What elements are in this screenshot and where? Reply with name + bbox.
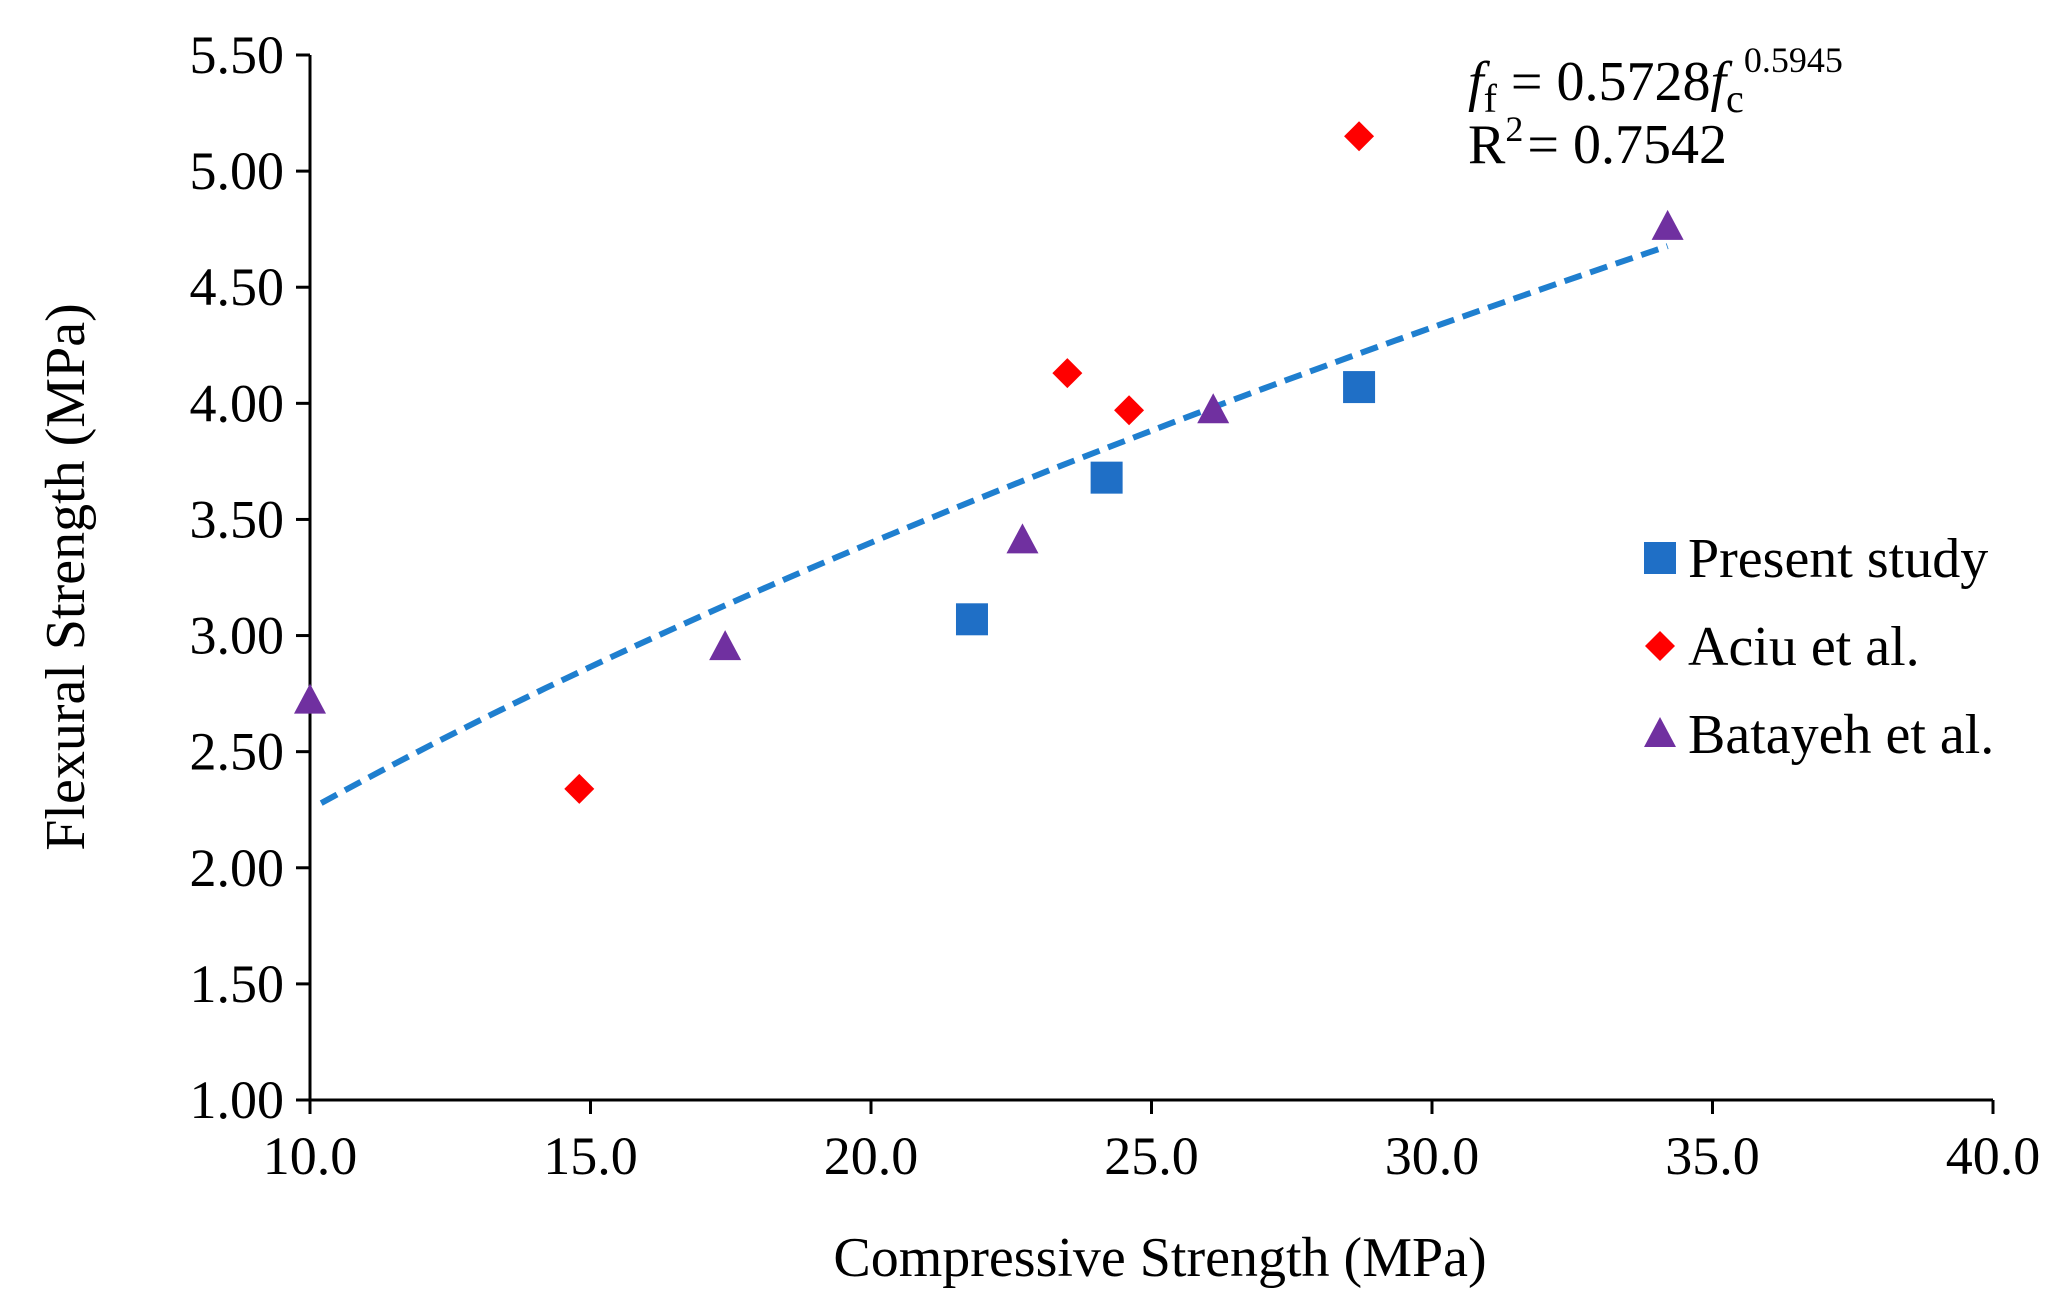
- x-axis-title: Compressive Strength (MPa): [833, 1227, 1486, 1289]
- batayeh-et-al-point: [709, 630, 742, 661]
- y-tick-label: 1.00: [190, 1070, 285, 1130]
- x-tick-label: 30.0: [1385, 1126, 1480, 1186]
- y-tick-label: 1.50: [190, 954, 285, 1014]
- data-points: [294, 121, 1684, 804]
- legend-triangle-icon: [1644, 717, 1676, 747]
- present-study-point: [1343, 371, 1376, 404]
- legend: Present study Aciu et al. Batayeh et al.: [1644, 528, 1994, 766]
- aciu-et-al-point: [1114, 395, 1145, 426]
- y-ticks: 1.00 1.50 2.00 2.50 3.00 3.50 4.00 4.50 5.00 5.50: [190, 25, 310, 1130]
- x-tick-label: 35.0: [1665, 1126, 1760, 1186]
- r-squared-symbol: R: [1468, 114, 1506, 176]
- equation-coefficient: = 0.5728: [1497, 51, 1711, 113]
- y-tick-label: 5.50: [190, 25, 285, 85]
- aciu-et-al-point: [1344, 121, 1375, 152]
- y-tick-label: 4.00: [190, 373, 285, 433]
- equation-rhs-subscript: c: [1726, 76, 1744, 121]
- y-tick-label: 3.50: [190, 489, 285, 549]
- x-tick-label: 25.0: [1104, 1126, 1199, 1186]
- x-tick-label: 40.0: [1946, 1126, 2041, 1186]
- batayeh-et-al-point: [1651, 209, 1684, 240]
- y-tick-label: 4.50: [190, 257, 285, 317]
- batayeh-et-al-point: [1197, 393, 1230, 424]
- x-tick-label: 15.0: [543, 1126, 638, 1186]
- legend-label-aciu-et-al: Aciu et al.: [1688, 616, 1920, 678]
- equation-line: ff = 0.5728fc0.5945: [1468, 40, 1843, 121]
- y-tick-label: 3.00: [190, 606, 285, 666]
- trendline-equation: ff = 0.5728fc0.5945 R2= 0.7542: [1468, 40, 1843, 176]
- x-ticks: 10.0 15.0 20.0 25.0 30.0 35.0 40.0: [263, 1100, 2041, 1186]
- batayeh-et-al-point: [294, 683, 326, 714]
- legend-square-icon: [1644, 542, 1676, 574]
- equation-exponent: 0.5945: [1744, 40, 1843, 80]
- aciu-et-al-point: [1052, 358, 1083, 389]
- legend-diamond-icon: [1645, 631, 1675, 661]
- aciu-et-al-point: [564, 773, 595, 804]
- r-squared-superscript: 2: [1505, 109, 1523, 149]
- trendline: [319, 243, 1669, 806]
- legend-label-batayeh-et-al: Batayeh et al.: [1688, 704, 1994, 766]
- y-axis-title: Flexural Strength (MPa): [35, 303, 97, 850]
- present-study-point: [1090, 461, 1123, 494]
- present-study-point: [955, 603, 988, 636]
- legend-label-present-study: Present study: [1688, 528, 1988, 590]
- r-squared-value: = 0.7542: [1527, 114, 1727, 176]
- equation-lhs-subscript: f: [1484, 76, 1498, 121]
- r-squared-line: R2= 0.7542: [1468, 109, 1727, 176]
- trendline-group: [319, 243, 1669, 806]
- x-tick-label: 10.0: [263, 1126, 358, 1186]
- y-tick-label: 2.00: [190, 838, 285, 898]
- y-tick-label: 2.50: [190, 722, 285, 782]
- y-tick-label: 5.00: [190, 141, 285, 201]
- batayeh-et-al-point: [1006, 523, 1039, 554]
- x-tick-label: 20.0: [824, 1126, 919, 1186]
